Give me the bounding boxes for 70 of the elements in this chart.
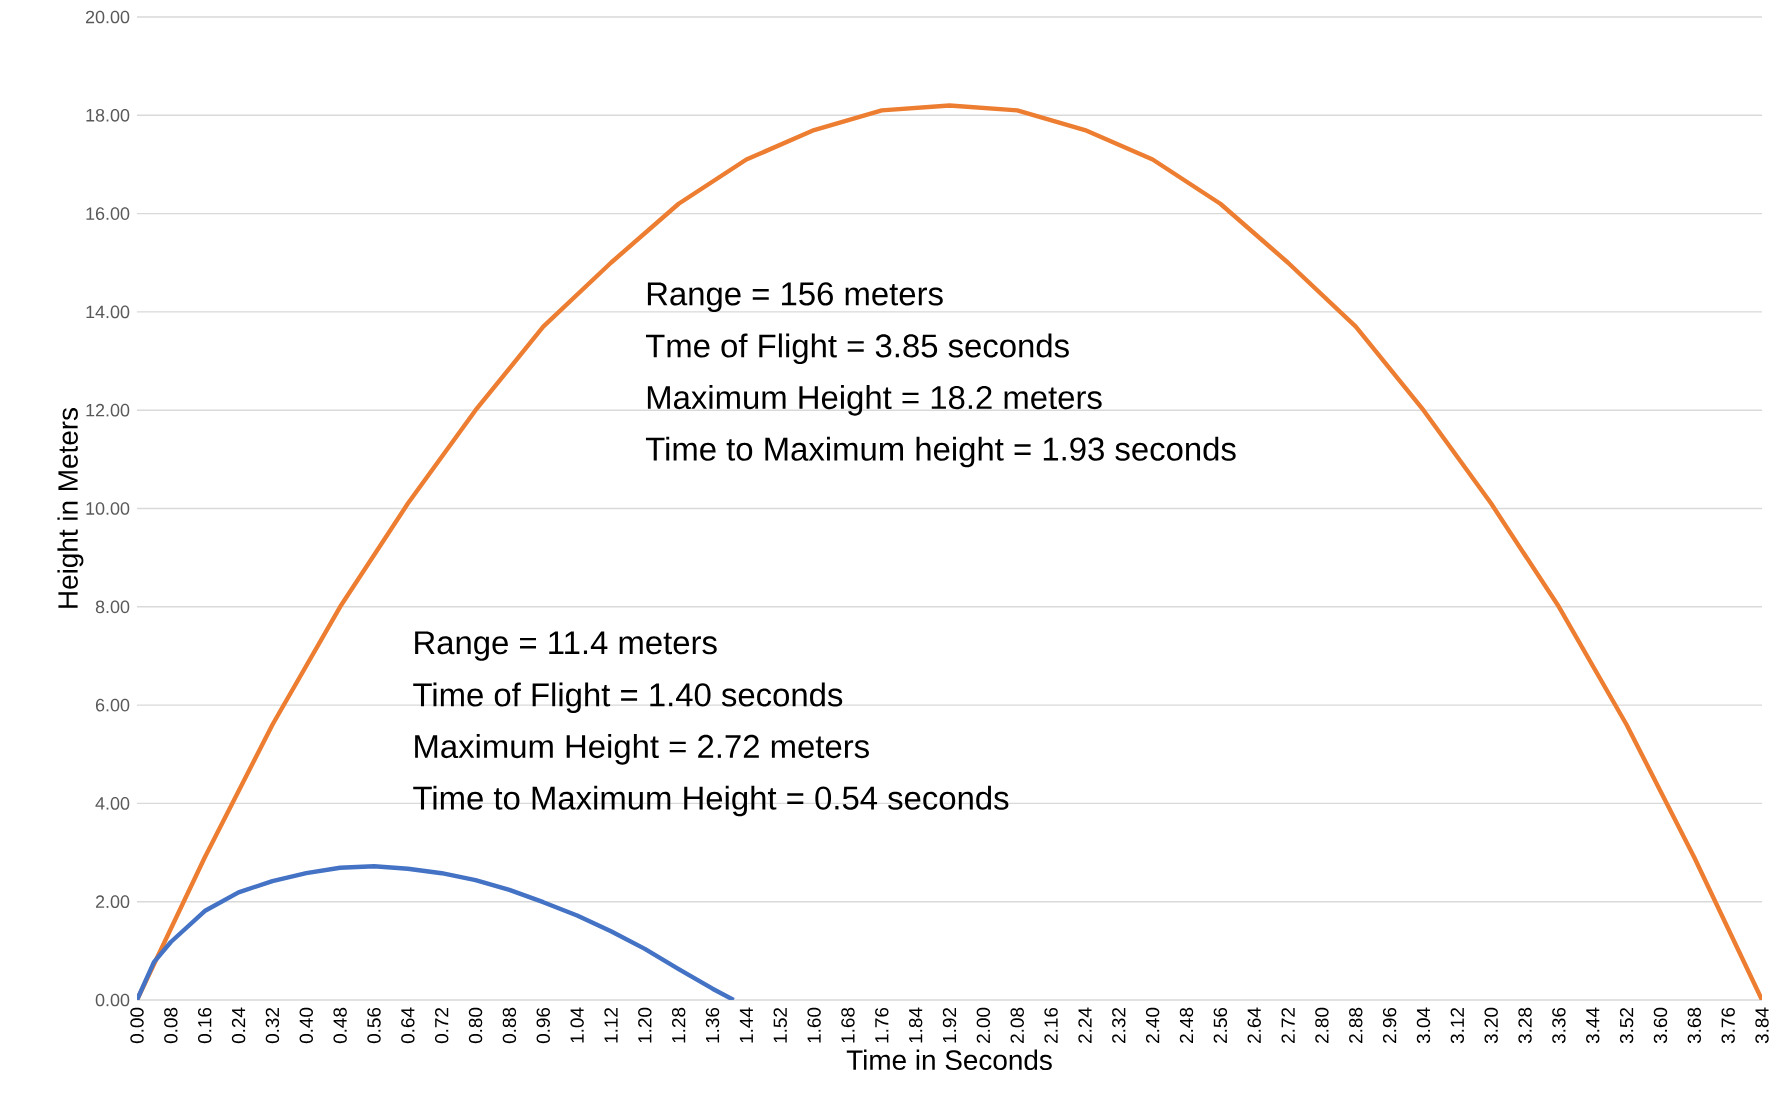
x-tick-label: 0.32 (265, 1007, 280, 1044)
x-tick-label: 3.68 (1687, 1007, 1702, 1044)
x-tick-label: 2.32 (1112, 1007, 1126, 1043)
x-tick-label: 1.36 (705, 1007, 720, 1043)
x-tick-label: 2.00 (976, 1007, 991, 1043)
x-tick-label: 2.48 (1179, 1007, 1194, 1043)
y-tick-label: 2.00 (95, 895, 130, 909)
x-tick-label: 3.44 (1586, 1007, 1600, 1044)
x-tick-label: 0.56 (367, 1007, 381, 1044)
x-axis-title: Time in Seconds (846, 1049, 1052, 1071)
y-tick-label: 0.00 (95, 993, 130, 1007)
y-tick-label: 18.00 (86, 108, 130, 122)
x-tick-label: 3.04 (1416, 1007, 1431, 1044)
annotation: Maximum Height = 2.72 meters (415, 734, 869, 765)
x-tick-label: 1.12 (604, 1007, 618, 1043)
x-tick-label: 1.60 (807, 1007, 821, 1043)
x-tick-label: 0.16 (198, 1007, 212, 1044)
x-tick-label: 1.84 (908, 1007, 923, 1043)
x-tick-label: 1.28 (671, 1007, 686, 1043)
x-tick-label: 2.24 (1078, 1007, 1092, 1043)
annotation: Tme of Flight = 3.85 seconds (645, 333, 1069, 365)
x-tick-label: 2.88 (1349, 1007, 1363, 1043)
y-tick-label: 8.00 (95, 600, 130, 614)
x-tick-label: 0.48 (333, 1007, 347, 1044)
x-tick-label: 1.92 (942, 1007, 957, 1043)
annotation: Time of Flight = 1.40 seconds (413, 682, 843, 714)
x-tick-label: 0.80 (468, 1007, 483, 1044)
y-tick-label: 6.00 (95, 698, 130, 712)
x-tick-label: 0.08 (164, 1007, 178, 1044)
annotation: Time to Maximum Height = 0.54 seconds (413, 785, 1009, 817)
x-tick-label: 3.60 (1653, 1007, 1668, 1044)
annotation: Maximum Height = 18.2 meters (647, 385, 1102, 416)
y-tick-label: 16.00 (86, 207, 130, 220)
x-tick-label: 3.52 (1619, 1007, 1634, 1044)
y-tick-label: 10.00 (86, 502, 130, 515)
x-tick-label: 1.20 (638, 1007, 652, 1043)
x-tick-label: 0.24 (231, 1007, 246, 1044)
x-tick-label: 1.68 (841, 1007, 855, 1043)
y-tick-label: 4.00 (95, 797, 130, 810)
y-tick-label: 14.00 (86, 305, 130, 319)
x-tick-label: 2.16 (1044, 1007, 1058, 1043)
x-tick-label: 2.64 (1247, 1007, 1261, 1043)
x-tick-label: 2.80 (1315, 1007, 1329, 1043)
x-tick-label: 0.96 (536, 1007, 550, 1044)
x-tick-label: 3.36 (1552, 1007, 1566, 1044)
x-tick-label: 0.72 (434, 1007, 449, 1044)
x-tick-label: 2.96 (1382, 1007, 1397, 1043)
y-axis-title: Height in Meters (57, 408, 84, 608)
x-tick-label: 0.40 (299, 1007, 313, 1044)
x-tick-label: 1.44 (739, 1007, 753, 1043)
x-tick-label: 0.64 (401, 1007, 415, 1044)
annotation: Time to Maximum height = 1.93 seconds (645, 436, 1236, 468)
x-tick-label: 1.52 (773, 1007, 787, 1043)
x-tick-label: 2.56 (1213, 1007, 1228, 1043)
annotation: Range = 11.4 meters (415, 631, 717, 661)
x-tick-label: 2.40 (1145, 1007, 1160, 1043)
line-series (137, 864, 736, 1000)
x-tick-label: 3.20 (1484, 1007, 1498, 1044)
x-tick-label: 3.84 (1755, 1007, 1769, 1044)
y-tick-label: 20.00 (85, 10, 130, 24)
x-tick-label: 1.04 (570, 1007, 584, 1043)
x-tick-label: 2.72 (1281, 1007, 1295, 1043)
y-tick-label: 12.00 (86, 403, 130, 417)
x-tick-label: 2.08 (1010, 1007, 1024, 1043)
x-tick-label: 3.76 (1721, 1007, 1735, 1044)
x-tick-label: 3.12 (1450, 1007, 1465, 1044)
x-tick-label: 3.28 (1518, 1007, 1532, 1044)
x-tick-label: 0.88 (502, 1007, 517, 1044)
x-tick-label: 1.76 (875, 1007, 889, 1043)
annotation: Range = 156 meters (647, 282, 943, 313)
